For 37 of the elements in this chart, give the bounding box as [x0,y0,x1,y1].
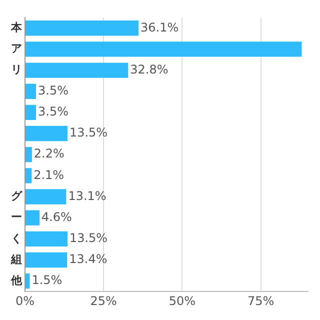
data-label: 2.1% [34,168,64,182]
y-tick-label: 本 [10,21,23,34]
bar [26,273,30,289]
bar [26,231,68,246]
x-tick-label: 50% [168,294,196,308]
data-label: 4.6% [41,210,72,224]
x-tick-label: 0% [15,294,35,308]
bar [26,210,40,226]
y-tick-label: く [11,232,22,245]
data-label: 3.5% [38,83,69,98]
bar [26,20,139,36]
bar [26,42,302,57]
bar [26,168,32,184]
data-label: 13.5% [69,126,108,140]
bar [26,126,68,142]
data-label: 1.5% [32,273,62,288]
bar [26,252,68,268]
y-tick-label: ア [11,42,22,56]
data-label: 36.1% [140,20,179,34]
bar [26,189,66,204]
y-tick-label: ー [11,210,22,224]
x-tick-label: 75% [247,294,274,308]
bar [26,84,36,99]
y-tick-label: 他 [10,274,23,287]
data-label: 13.4% [69,252,108,266]
bar [26,62,128,78]
x-tick-label: 25% [90,294,117,308]
data-label: 2.2% [34,146,64,161]
bar [26,147,32,162]
y-tick-label: 組 [10,252,22,266]
data-label: 32.8% [130,62,168,76]
y-tick-label: リ [11,63,22,76]
data-label: 3.5% [38,104,69,119]
data-label: 13.5% [69,231,108,246]
y-tick-label: グ [11,190,23,203]
bar [26,104,36,120]
data-label: 13.1% [68,188,106,203]
